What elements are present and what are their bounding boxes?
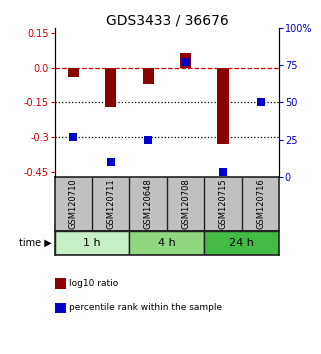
Bar: [68, 68, 79, 77]
Point: [221, 169, 226, 175]
Text: 24 h: 24 h: [230, 238, 254, 248]
Text: GSM120715: GSM120715: [219, 178, 228, 229]
Text: GSM120716: GSM120716: [256, 178, 265, 229]
Bar: [129, 230, 204, 255]
Text: percentile rank within the sample: percentile rank within the sample: [69, 303, 222, 313]
Text: GSM120711: GSM120711: [106, 178, 115, 229]
Bar: [204, 230, 279, 255]
Title: GDS3433 / 36676: GDS3433 / 36676: [106, 13, 228, 27]
Text: time ▶: time ▶: [19, 238, 51, 248]
Bar: [143, 68, 154, 84]
Text: GSM120648: GSM120648: [144, 178, 153, 229]
Bar: [180, 53, 191, 68]
Point: [146, 137, 151, 142]
Bar: [217, 68, 229, 144]
Text: GSM120708: GSM120708: [181, 178, 190, 229]
Text: 4 h: 4 h: [158, 238, 176, 248]
Bar: [55, 230, 129, 255]
Point: [108, 159, 113, 165]
Text: log10 ratio: log10 ratio: [69, 279, 118, 288]
Text: GSM120710: GSM120710: [69, 178, 78, 229]
Point: [71, 134, 76, 139]
Point: [183, 59, 188, 65]
Point: [258, 100, 263, 105]
Text: 1 h: 1 h: [83, 238, 101, 248]
Bar: [105, 68, 116, 107]
